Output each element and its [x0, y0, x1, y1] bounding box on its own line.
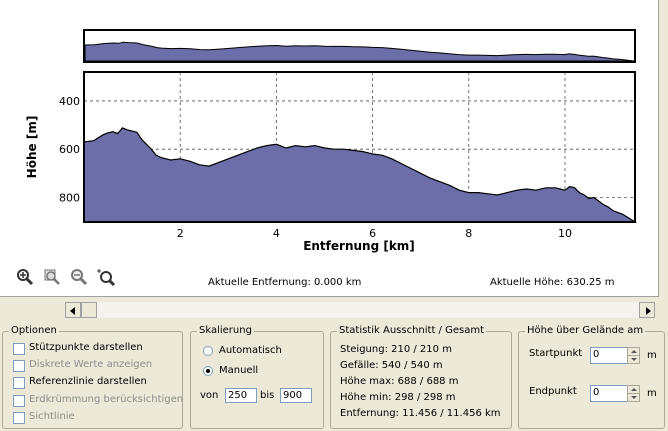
profile-area — [83, 127, 638, 223]
radio-automatic[interactable] — [203, 346, 213, 356]
options-group: Optionen Stützpunkte darstellen Diskrete… — [2, 325, 184, 429]
start-point-label: Startpunkt — [529, 348, 583, 359]
to-label: bis — [260, 390, 275, 401]
x-tick-label: 6 — [369, 227, 376, 240]
arrow-left-icon — [70, 307, 75, 315]
scroll-right-button[interactable] — [639, 302, 655, 318]
end-point-unit: m — [647, 388, 657, 399]
current-height-readout: Aktuelle Höhe: 630.25 m — [490, 277, 615, 288]
checkbox-label: Erdkrümmung berücksichtigen — [29, 394, 184, 405]
statistics-group: Statistik Ausschnitt / Gesamt Steigung: … — [330, 325, 512, 429]
x-tick-label: 8 — [465, 227, 472, 240]
zoom-out-icon[interactable] — [70, 268, 88, 286]
checkbox-label: Diskrete Werte anzeigen — [29, 359, 153, 370]
scroll-left-button[interactable] — [65, 302, 81, 318]
scale-from-input[interactable]: 250 — [225, 388, 257, 403]
stat-ascent: Steigung: 210 / 210 m — [340, 344, 452, 355]
spin-down-icon[interactable] — [631, 396, 637, 399]
current-distance-readout: Aktuelle Entfernung: 0.000 km — [208, 277, 362, 288]
x-tick-label: 10 — [558, 227, 572, 240]
y-axis-ticks: 800 600 400 — [59, 95, 80, 204]
checkbox-box[interactable] — [13, 360, 25, 372]
spin-down-icon[interactable] — [631, 358, 637, 361]
checkbox-box[interactable] — [13, 343, 25, 355]
zoom-fit-icon[interactable] — [97, 268, 116, 287]
statistics-group-title: Statistik Ausschnitt / Gesamt — [337, 325, 486, 336]
y-axis-label: Höhe [m] — [25, 116, 39, 179]
scaling-group: Skalierung Automatisch Manuell von 250 b… — [190, 325, 324, 429]
stat-descent: Gefälle: 540 / 540 m — [340, 360, 443, 371]
x-tick-label: 4 — [273, 227, 280, 240]
y-tick-label: 400 — [59, 95, 80, 108]
stat-height-max: Höhe max: 688 / 688 m — [340, 376, 459, 387]
scale-to-input[interactable]: 900 — [280, 388, 312, 403]
checkbox-box[interactable] — [13, 377, 25, 389]
checkbox-label: Referenzlinie darstellen — [29, 376, 147, 387]
checkbox-label: Sichtlinie — [29, 411, 75, 422]
height-above-ground-group: Höhe über Gelände am Startpunkt 0 m Endp… — [518, 325, 665, 429]
end-point-spinner[interactable] — [627, 385, 640, 402]
radio-automatic-label: Automatisch — [219, 345, 282, 356]
radio-manual[interactable] — [203, 366, 213, 376]
from-label: von — [200, 390, 219, 401]
end-point-label: Endpunkt — [529, 386, 577, 397]
overview-profile-area — [84, 41, 635, 62]
height-above-ground-title: Höhe über Gelände am — [525, 325, 646, 336]
radio-manual-label: Manuell — [219, 365, 259, 376]
horizontal-scrollbar[interactable] — [65, 302, 655, 318]
options-group-title: Optionen — [9, 325, 59, 336]
profile-plot-area[interactable]: 800 600 400 2 4 6 8 10 Höhe [m] Entfernung [km… — [0, 0, 659, 297]
stat-distance: Entfernung: 11.456 / 11.456 km — [340, 408, 501, 419]
start-point-unit: m — [647, 350, 657, 361]
profile-chart-svg: 800 600 400 2 4 6 8 10 Höhe [m] Entfernung [km… — [25, 29, 638, 253]
zoom-in-icon[interactable] — [16, 268, 34, 286]
start-point-input[interactable]: 0 — [590, 347, 630, 364]
y-tick-label: 600 — [59, 143, 80, 156]
start-point-spinner[interactable] — [627, 347, 640, 364]
zoom-region-icon[interactable] — [43, 268, 61, 286]
x-tick-label: 2 — [177, 227, 184, 240]
stat-height-min: Höhe min: 298 / 298 m — [340, 392, 456, 403]
x-axis-ticks: 2 4 6 8 10 — [177, 227, 572, 240]
spin-up-icon[interactable] — [631, 388, 637, 391]
checkbox-box[interactable] — [13, 412, 25, 424]
main-chart-border — [83, 71, 636, 223]
arrow-right-icon — [646, 307, 651, 315]
spin-up-icon[interactable] — [631, 350, 637, 353]
y-tick-label: 800 — [59, 191, 80, 204]
end-point-input[interactable]: 0 — [590, 385, 630, 402]
checkbox-label: Stützpunkte darstellen — [29, 342, 143, 353]
checkbox-box[interactable] — [13, 395, 25, 407]
x-axis-label: Entfernung [km] — [303, 239, 415, 253]
scaling-group-title: Skalierung — [197, 325, 254, 336]
scrollbar-thumb[interactable] — [81, 302, 97, 318]
